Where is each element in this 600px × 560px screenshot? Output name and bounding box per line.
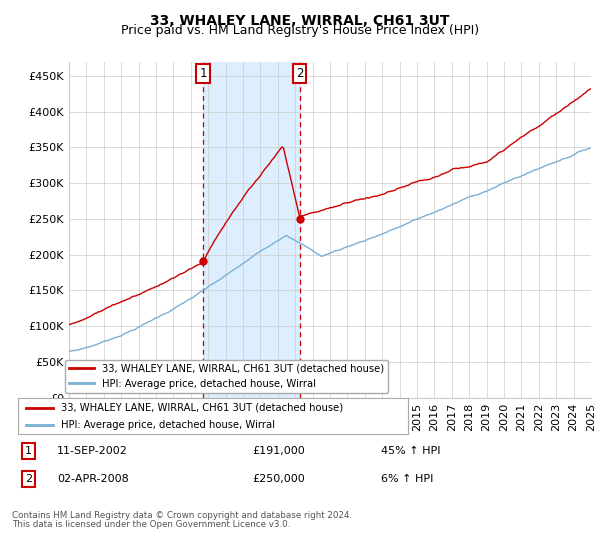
Text: 2: 2 (25, 474, 32, 484)
Text: Contains HM Land Registry data © Crown copyright and database right 2024.: Contains HM Land Registry data © Crown c… (12, 511, 352, 520)
Text: 11-SEP-2002: 11-SEP-2002 (57, 446, 128, 456)
Text: Price paid vs. HM Land Registry's House Price Index (HPI): Price paid vs. HM Land Registry's House … (121, 24, 479, 37)
Text: 2: 2 (296, 67, 303, 80)
Legend: 33, WHALEY LANE, WIRRAL, CH61 3UT (detached house), HPI: Average price, detached: 33, WHALEY LANE, WIRRAL, CH61 3UT (detac… (65, 360, 388, 393)
Text: 1: 1 (199, 67, 207, 80)
Text: 02-APR-2008: 02-APR-2008 (57, 474, 129, 484)
Text: 45% ↑ HPI: 45% ↑ HPI (381, 446, 440, 456)
Text: 33, WHALEY LANE, WIRRAL, CH61 3UT: 33, WHALEY LANE, WIRRAL, CH61 3UT (150, 14, 450, 28)
Text: £250,000: £250,000 (252, 474, 305, 484)
Text: HPI: Average price, detached house, Wirral: HPI: Average price, detached house, Wirr… (61, 420, 275, 430)
Text: 33, WHALEY LANE, WIRRAL, CH61 3UT (detached house): 33, WHALEY LANE, WIRRAL, CH61 3UT (detac… (61, 403, 343, 413)
Text: £191,000: £191,000 (252, 446, 305, 456)
Text: 1: 1 (25, 446, 32, 456)
Bar (203, 62, 299, 398)
Text: 6% ↑ HPI: 6% ↑ HPI (381, 474, 433, 484)
Text: This data is licensed under the Open Government Licence v3.0.: This data is licensed under the Open Gov… (12, 520, 290, 529)
